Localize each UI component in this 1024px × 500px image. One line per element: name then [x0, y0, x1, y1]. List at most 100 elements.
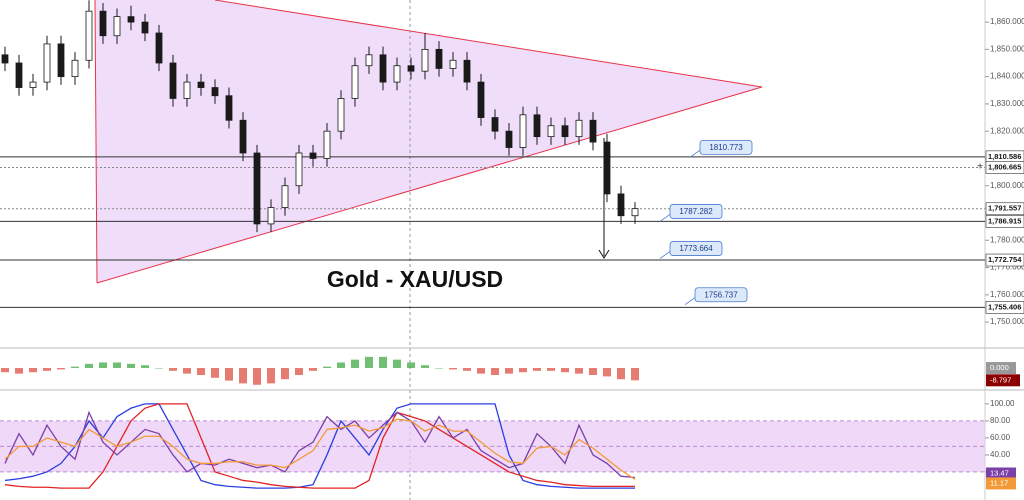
y-tick-label: 1,750.000 [990, 317, 1024, 326]
histogram-bar [183, 368, 191, 374]
histogram-bar [141, 365, 149, 369]
histogram-bar [43, 368, 51, 371]
candle-body [379, 54, 387, 83]
candle-body [225, 95, 233, 121]
price-level-label: 1,806.665 [988, 163, 1021, 172]
candle-body [337, 98, 345, 132]
histogram-bar [575, 368, 583, 374]
candle-body [267, 207, 275, 225]
candle-body [155, 32, 163, 64]
callout-box [669, 204, 723, 219]
histogram-bar [71, 366, 79, 369]
candle-body [309, 152, 317, 159]
histogram-bar [617, 368, 625, 380]
price-level-label: 1,786.915 [988, 216, 1021, 225]
histogram-bar [197, 368, 205, 376]
candle-body [113, 16, 121, 37]
histogram-bar [85, 363, 93, 369]
candle-body [281, 185, 289, 208]
value-badge-label: 13.47 [990, 468, 1009, 477]
candle-body [435, 48, 443, 69]
triangle-left-line [94, 0, 98, 284]
value-badge [986, 374, 1020, 387]
histogram-bar [267, 368, 275, 384]
candle-body [169, 62, 177, 99]
candle-body [15, 62, 23, 88]
price-level-badge [985, 161, 1024, 174]
price-level-badge [985, 253, 1024, 267]
histogram-bar [589, 368, 597, 376]
histogram-bar [407, 362, 415, 369]
y-tick-label: 1,840.000 [990, 72, 1024, 81]
y-tick-label: 1,860.000 [990, 17, 1024, 26]
histogram-bar [533, 368, 541, 371]
histogram-bar [239, 368, 247, 384]
histogram-bar [519, 368, 527, 373]
value-badge [986, 477, 1016, 490]
histogram-bar [491, 368, 499, 376]
callout-box [699, 139, 753, 155]
candle-body [393, 65, 401, 83]
candle-body [533, 114, 541, 138]
histogram-bar [393, 359, 401, 369]
callout-label: 1787.282 [679, 207, 713, 216]
candle-body [589, 119, 597, 143]
y-tick-label: 1,850.000 [990, 44, 1024, 53]
callout-label: 1756.737 [704, 290, 738, 299]
y-tick-label: 1,820.000 [990, 126, 1024, 135]
chart-title: Gold - XAU/USD [327, 266, 503, 292]
y-tick-label: 60.00 [990, 433, 1011, 442]
oscillator-line [4, 403, 635, 489]
candle-body [631, 208, 639, 217]
histogram-bar [421, 365, 429, 369]
histogram-bar [211, 368, 219, 378]
y-tick-label: 80.00 [990, 416, 1011, 425]
candle-body [253, 152, 261, 225]
candle-body [575, 119, 583, 138]
candle-body [43, 43, 51, 83]
price-level-label: 1,810.586 [988, 152, 1021, 161]
candle-body [519, 114, 527, 148]
histogram-bar [337, 362, 345, 369]
histogram-bar [127, 363, 135, 369]
histogram-bar [449, 368, 457, 370]
histogram-bar [15, 368, 23, 374]
price-level-badge [985, 215, 1024, 228]
oscillator-line [4, 410, 636, 479]
y-tick-label: 1,780.000 [990, 235, 1024, 244]
triangle-upper-line [214, 0, 763, 88]
candle-body [505, 130, 513, 148]
candle-body [547, 125, 555, 138]
candle-body [463, 59, 471, 83]
callout-box [694, 287, 748, 303]
candle-body [141, 21, 149, 34]
histogram-bar [505, 368, 513, 374]
histogram-bar [57, 368, 65, 370]
y-tick-label: 1,760.000 [990, 290, 1024, 299]
candle-body [477, 81, 485, 118]
histogram-bar [547, 368, 555, 371]
candle-body [295, 152, 303, 187]
histogram-bar [365, 356, 373, 369]
candle-body [617, 193, 625, 217]
candle-body [57, 43, 65, 78]
y-tick-label: 100.00 [990, 399, 1015, 408]
candle-body [603, 141, 611, 195]
callout-label: 1810.773 [709, 143, 743, 152]
y-tick-label: 40.00 [990, 450, 1011, 459]
histogram-bar [225, 368, 233, 381]
oscillator-line [4, 418, 636, 480]
candle-body [407, 65, 415, 72]
histogram-bar [463, 368, 471, 371]
candle-body [1, 54, 9, 64]
triangle-pattern [95, 0, 762, 283]
oscillator-line [4, 403, 635, 489]
value-badge-label: -8.797 [990, 375, 1011, 384]
price-level-badge [985, 202, 1024, 216]
y-tick-label: 0.000 [990, 363, 1009, 372]
histogram-bar [309, 368, 317, 371]
candle-body [197, 81, 205, 88]
histogram-bar [1, 368, 9, 373]
candle-body [29, 81, 37, 88]
